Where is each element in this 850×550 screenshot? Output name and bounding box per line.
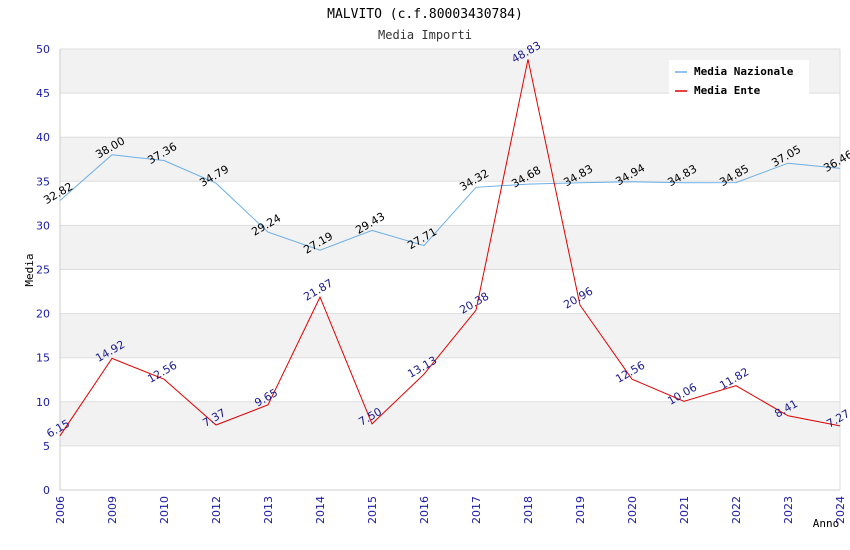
y-tick-label: 45	[36, 87, 50, 100]
y-tick-label: 0	[43, 484, 50, 497]
chart-subtitle: Media Importi	[378, 28, 472, 42]
plot-band	[60, 357, 840, 402]
y-tick-label: 15	[36, 352, 50, 365]
x-tick-label: 2014	[314, 496, 327, 524]
x-tick-label: 2018	[522, 496, 535, 524]
x-tick-label: 2019	[574, 496, 587, 524]
series-line-media-nazionale	[59, 154, 841, 251]
y-tick-label: 50	[36, 43, 50, 56]
x-tick-label: 2010	[158, 496, 171, 524]
gridlines	[59, 48, 841, 491]
y-tick-label: 25	[36, 264, 50, 277]
x-tick-label: 2016	[418, 496, 431, 524]
x-tick-label: 2006	[54, 496, 67, 524]
x-tick-label: 2021	[678, 496, 691, 524]
y-tick-label: 30	[36, 219, 50, 232]
x-tick-label: 2012	[210, 496, 223, 524]
y-tick-label: 5	[43, 440, 50, 453]
x-tick-label: 2023	[782, 496, 795, 524]
plot-bands	[60, 49, 840, 490]
legend-label-media-ente: Media Ente	[694, 84, 761, 97]
x-tick-label: 2015	[366, 496, 379, 524]
series-line-media-ente	[59, 59, 841, 437]
legend-label-media-nazionale: Media Nazionale	[694, 65, 794, 78]
x-tick-label: 2009	[106, 496, 119, 524]
plot-band	[60, 181, 840, 226]
x-axis-ticks: 2006 2009 2010 2012 2013 2014 2015 2016 2017 2018…	[54, 496, 847, 524]
plot-band	[60, 313, 840, 358]
legend: Media Nazionale Media Ente	[669, 60, 809, 98]
plot-band	[60, 269, 840, 314]
x-axis-label: Anno	[813, 517, 840, 530]
x-tick-label: 2017	[470, 496, 483, 524]
x-tick-label: 2024	[834, 496, 847, 524]
plot-band	[60, 225, 840, 270]
legend-box	[669, 60, 809, 98]
x-tick-label: 2013	[262, 496, 275, 524]
plot-band	[60, 445, 840, 490]
chart-title: MALVITO (c.f.80003430784)	[327, 7, 523, 22]
y-axis-ticks: 0 5 10 15 20 25 30 35 40 45 50	[36, 43, 50, 497]
y-tick-label: 35	[36, 175, 50, 188]
plot-band	[60, 137, 840, 182]
x-tick-label: 2022	[730, 496, 743, 524]
plot-band	[60, 401, 840, 446]
y-tick-label: 40	[36, 131, 50, 144]
x-tick-label: 2020	[626, 496, 639, 524]
series-lines	[59, 59, 841, 437]
plot-band	[60, 93, 840, 138]
y-tick-label: 10	[36, 396, 50, 409]
y-tick-label: 20	[36, 308, 50, 321]
y-axis-label: Media	[23, 253, 36, 286]
